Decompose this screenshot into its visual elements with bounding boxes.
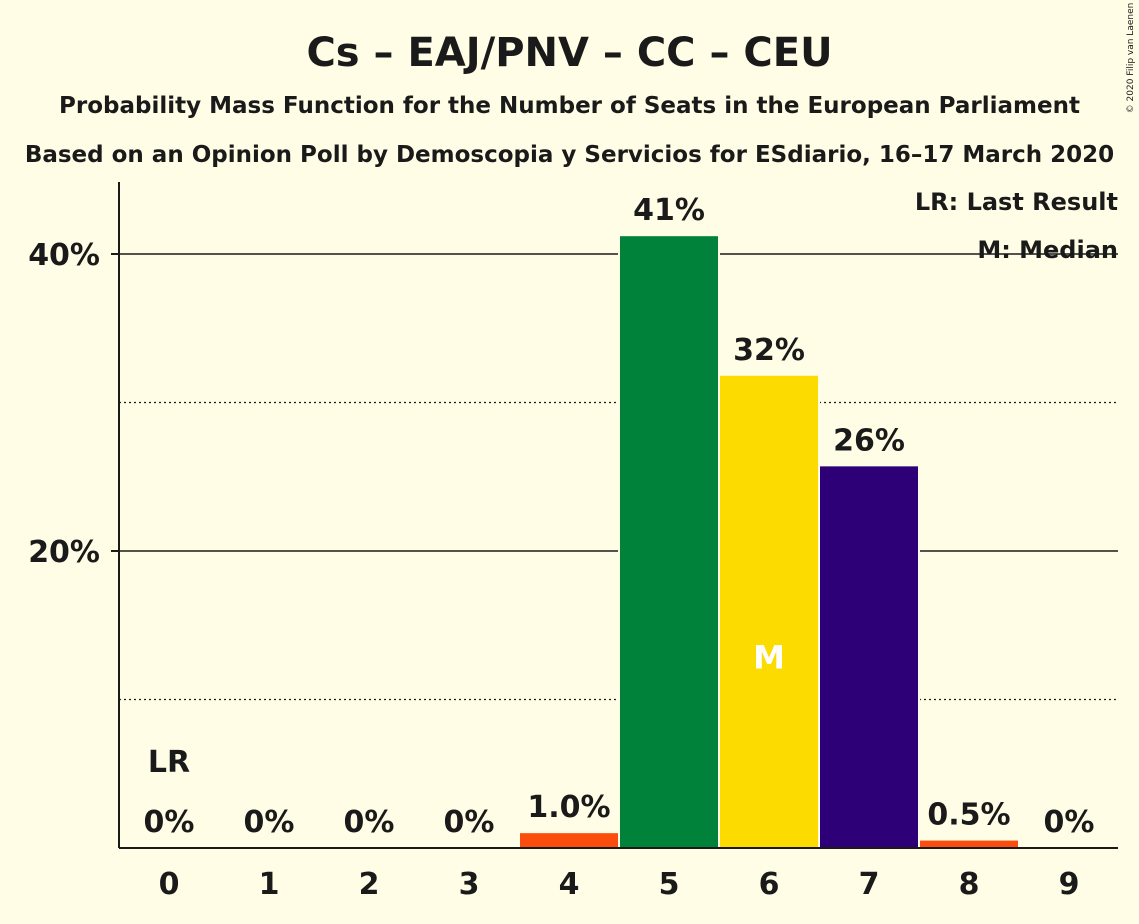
x-tick-label-6: 6 bbox=[759, 867, 780, 902]
chart-subtitle-poll: Based on an Opinion Poll by Demoscopia y… bbox=[25, 142, 1114, 168]
y-tick-label: 40% bbox=[28, 238, 100, 273]
last-result-marker: LR bbox=[148, 745, 190, 780]
value-label-6: 32% bbox=[733, 333, 805, 368]
bar-7-seats bbox=[820, 466, 918, 848]
x-tick-label-5: 5 bbox=[659, 867, 680, 902]
value-labels: 0% 0% 0% 0% 1.0% 41% 32% 26% 0.5% 0% M LR bbox=[144, 193, 1095, 840]
chart-title: Cs – EAJ/PNV – CC – CEU bbox=[306, 30, 832, 76]
bar-5-seats bbox=[620, 236, 718, 848]
value-label-3: 0% bbox=[444, 805, 495, 840]
x-tick-label-0: 0 bbox=[159, 867, 180, 902]
value-label-1: 0% bbox=[244, 805, 295, 840]
value-label-2: 0% bbox=[344, 805, 395, 840]
value-label-4: 1.0% bbox=[527, 790, 610, 825]
x-tick-label-8: 8 bbox=[959, 867, 980, 902]
value-label-0: 0% bbox=[144, 805, 195, 840]
bar-4-seats bbox=[520, 833, 618, 848]
median-marker: M bbox=[753, 639, 785, 677]
value-label-7: 26% bbox=[833, 423, 905, 458]
copyright-note: © 2020 Filip van Laenen bbox=[1126, 3, 1136, 114]
legend-median: M: Median bbox=[977, 236, 1118, 264]
y-tick-label: 20% bbox=[28, 535, 100, 570]
x-tick-label-2: 2 bbox=[359, 867, 380, 902]
axes: 20% 40% 0 1 2 3 4 5 6 7 8 9 bbox=[28, 182, 1118, 902]
x-tick-label-7: 7 bbox=[859, 867, 880, 902]
value-label-8: 0.5% bbox=[927, 798, 1010, 833]
legend-last-result: LR: Last Result bbox=[915, 188, 1118, 216]
chart-subtitle: Probability Mass Function for the Number… bbox=[59, 93, 1080, 119]
value-label-5: 41% bbox=[633, 193, 705, 228]
bars bbox=[518, 234, 1020, 848]
x-tick-label-3: 3 bbox=[459, 867, 480, 902]
bar-6-seats bbox=[720, 375, 818, 848]
x-tick-label-1: 1 bbox=[259, 867, 280, 902]
bar-8-seats bbox=[920, 840, 1018, 848]
value-label-9: 0% bbox=[1044, 805, 1095, 840]
x-tick-label-4: 4 bbox=[559, 867, 580, 902]
x-tick-label-9: 9 bbox=[1059, 867, 1080, 902]
